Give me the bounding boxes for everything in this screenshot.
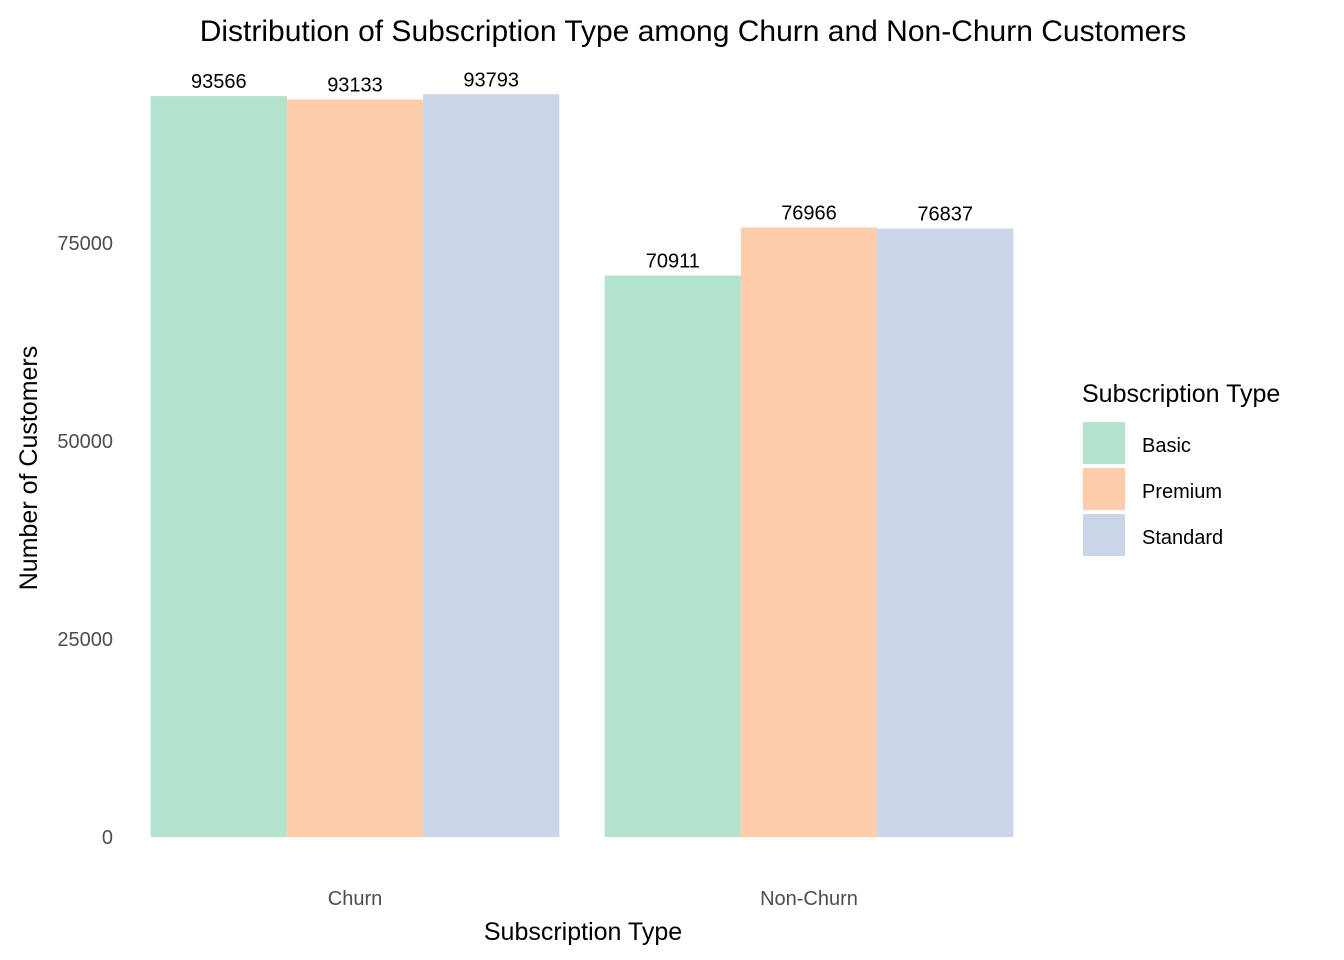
legend-swatch-basic — [1083, 422, 1125, 464]
y-axis-ticks: 0 25000 50000 75000 — [57, 233, 113, 849]
y-tick-label: 0 — [102, 827, 113, 849]
bar-basic-churn — [150, 96, 287, 837]
legend-swatch-standard — [1083, 514, 1125, 556]
legend: Subscription Type Basic Premium Standard — [1082, 380, 1280, 556]
bar-labels-group: 93566 93133 93793 70911 76966 76837 — [191, 69, 973, 272]
bar-value-label: 93133 — [327, 75, 383, 97]
bars-group — [150, 94, 1014, 838]
bar-premium-churn — [286, 99, 424, 837]
x-axis-ticks: Churn Non-Churn — [328, 888, 858, 910]
y-axis-title: Number of Customers — [15, 346, 43, 591]
y-tick-label: 75000 — [57, 233, 113, 255]
chart-title: Distribution of Subscription Type among … — [200, 15, 1187, 48]
y-tick-label: 25000 — [57, 629, 113, 651]
legend-swatch-premium — [1083, 468, 1125, 510]
x-tick-label: Non-Churn — [760, 888, 858, 910]
x-axis-title: Subscription Type — [484, 918, 682, 946]
y-tick-label: 50000 — [57, 431, 113, 453]
bar-value-label: 70911 — [646, 250, 700, 272]
legend-items: Basic Premium Standard — [1083, 422, 1223, 556]
legend-title: Subscription Type — [1082, 380, 1280, 408]
legend-label-basic: Basic — [1142, 435, 1191, 457]
bar-standard-non-churn — [877, 228, 1014, 838]
bar-value-label: 93566 — [191, 71, 247, 93]
bar-value-label: 76966 — [781, 203, 837, 225]
legend-label-standard: Standard — [1142, 527, 1223, 549]
bar-value-label: 93793 — [463, 69, 519, 91]
legend-label-premium: Premium — [1142, 481, 1222, 503]
bar-value-label: 76837 — [917, 204, 973, 226]
bar-basic-non-churn — [604, 275, 741, 837]
bar-premium-non-churn — [740, 227, 878, 837]
bar-standard-churn — [423, 94, 560, 838]
x-tick-label: Churn — [328, 888, 382, 910]
